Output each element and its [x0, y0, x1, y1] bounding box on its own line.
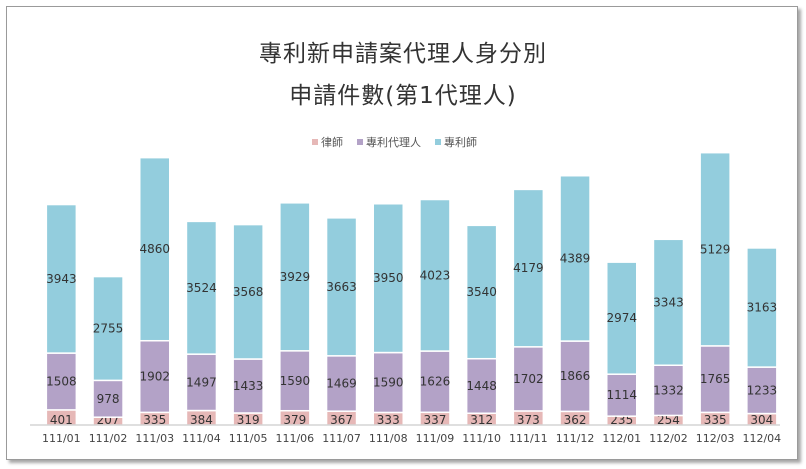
legend-label-2: 專利師 [444, 136, 477, 149]
data-label-111/10-s2: 3540 [466, 285, 497, 299]
data-label-111/08-s2: 3950 [373, 271, 404, 285]
data-label-111/06-s2: 3929 [280, 270, 311, 284]
data-label-112/04-s1: 1233 [747, 383, 778, 397]
data-label-111/03-s1: 1902 [139, 370, 170, 384]
data-label-112/02-s1: 1332 [653, 383, 684, 397]
x-tick-111/01: 111/01 [42, 432, 81, 445]
data-label-112/03-s1: 1765 [700, 372, 731, 386]
x-tick-111/05: 111/05 [229, 432, 268, 445]
data-label-111/05-s1: 1433 [233, 379, 264, 393]
data-label-111/12-s1: 1866 [560, 369, 591, 383]
data-label-111/07-s2: 3663 [326, 280, 357, 294]
data-label-111/04-s2: 3524 [186, 281, 217, 295]
legend-label-0: 律師 [321, 136, 343, 149]
bars-group: 4011508394320797827553351902486038414973… [46, 153, 777, 427]
legend-swatch-0 [312, 139, 318, 145]
x-tick-111/03: 111/03 [135, 432, 174, 445]
data-label-111/12-s2: 4389 [560, 251, 591, 265]
legend-label-1: 專利代理人 [366, 136, 421, 149]
x-tick-111/11: 111/11 [509, 432, 548, 445]
data-label-111/02-s1: 978 [97, 392, 120, 406]
legend-swatch-2 [435, 139, 441, 145]
x-tick-112/03: 112/03 [696, 432, 735, 445]
legend: 律師 專利代理人 專利師 [312, 136, 477, 149]
data-label-111/01-s2: 3943 [46, 272, 77, 286]
x-tick-112/02: 112/02 [649, 432, 688, 445]
x-tick-112/04: 112/04 [742, 432, 781, 445]
data-label-111/05-s2: 3568 [233, 285, 264, 299]
x-tick-112/01: 112/01 [602, 432, 641, 445]
data-label-111/02-s2: 2755 [93, 321, 124, 335]
x-tick-111/06: 111/06 [275, 432, 314, 445]
data-label-111/10-s1: 1448 [466, 379, 497, 393]
data-label-111/08-s1: 1590 [373, 376, 404, 390]
data-label-111/11-s2: 4179 [513, 261, 544, 275]
data-label-112/03-s2: 5129 [700, 242, 731, 256]
data-label-111/09-s2: 4023 [420, 268, 451, 282]
data-label-111/03-s2: 4860 [139, 242, 170, 256]
x-tick-111/12: 111/12 [556, 432, 595, 445]
x-tick-111/07: 111/07 [322, 432, 361, 445]
x-tick-111/02: 111/02 [89, 432, 128, 445]
data-label-112/04-s2: 3163 [747, 301, 778, 315]
data-label-111/09-s1: 1626 [420, 375, 451, 389]
x-tick-111/09: 111/09 [416, 432, 455, 445]
data-label-111/07-s1: 1469 [326, 377, 357, 391]
data-label-112/01-s1: 1114 [606, 388, 637, 402]
data-label-112/02-s2: 3343 [653, 295, 684, 309]
x-tick-111/10: 111/10 [462, 432, 501, 445]
x-tick-111/08: 111/08 [369, 432, 408, 445]
data-label-112/01-s2: 2974 [606, 311, 637, 325]
legend-swatch-1 [357, 139, 363, 145]
data-label-111/04-s1: 1497 [186, 375, 217, 389]
data-label-111/11-s1: 1702 [513, 372, 544, 386]
data-label-111/01-s1: 1508 [46, 374, 77, 388]
x-tick-111/04: 111/04 [182, 432, 221, 445]
data-label-111/06-s1: 1590 [280, 374, 311, 388]
x-tick-labels: 111/01 111/02 111/03 111/04 111/05 111/06 111/… [42, 432, 781, 445]
